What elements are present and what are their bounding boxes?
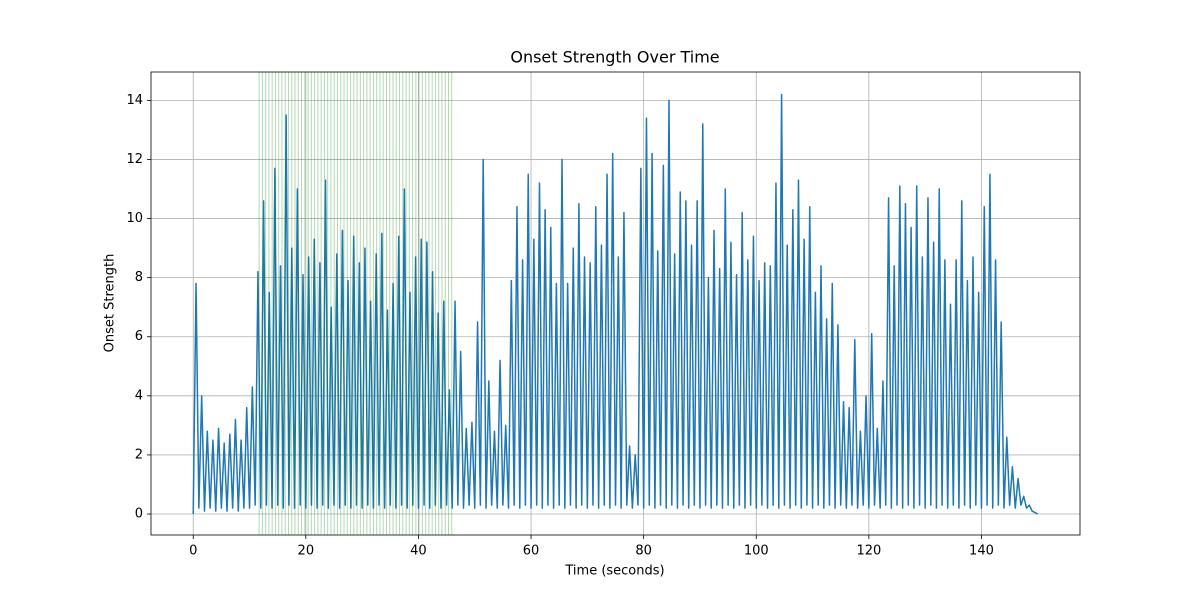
y-tick-label: 14 xyxy=(126,93,143,108)
y-tick-label: 8 xyxy=(135,270,143,285)
y-tick-label: 2 xyxy=(135,447,143,462)
x-axis-label: Time (seconds) xyxy=(564,564,664,579)
x-tick-label: 60 xyxy=(523,544,540,559)
y-tick-label: 10 xyxy=(126,211,143,226)
y-tick-label: 4 xyxy=(135,388,143,403)
x-tick-label: 120 xyxy=(856,544,881,559)
y-tick-label: 12 xyxy=(126,152,143,167)
x-tick-label: 40 xyxy=(410,544,427,559)
x-tick-label: 20 xyxy=(298,544,315,559)
chart-title: Onset Strength Over Time xyxy=(510,48,719,67)
plot-frame xyxy=(150,71,1081,536)
x-tick-label: 100 xyxy=(744,544,769,559)
y-tick-label: 0 xyxy=(135,507,143,522)
x-tick-label: 0 xyxy=(189,544,197,559)
y-tick-label: 6 xyxy=(135,329,143,344)
x-tick-label: 140 xyxy=(969,544,994,559)
x-tick-label: 80 xyxy=(635,544,652,559)
data-line xyxy=(192,93,1039,515)
y-axis-label: Onset Strength xyxy=(103,254,118,353)
